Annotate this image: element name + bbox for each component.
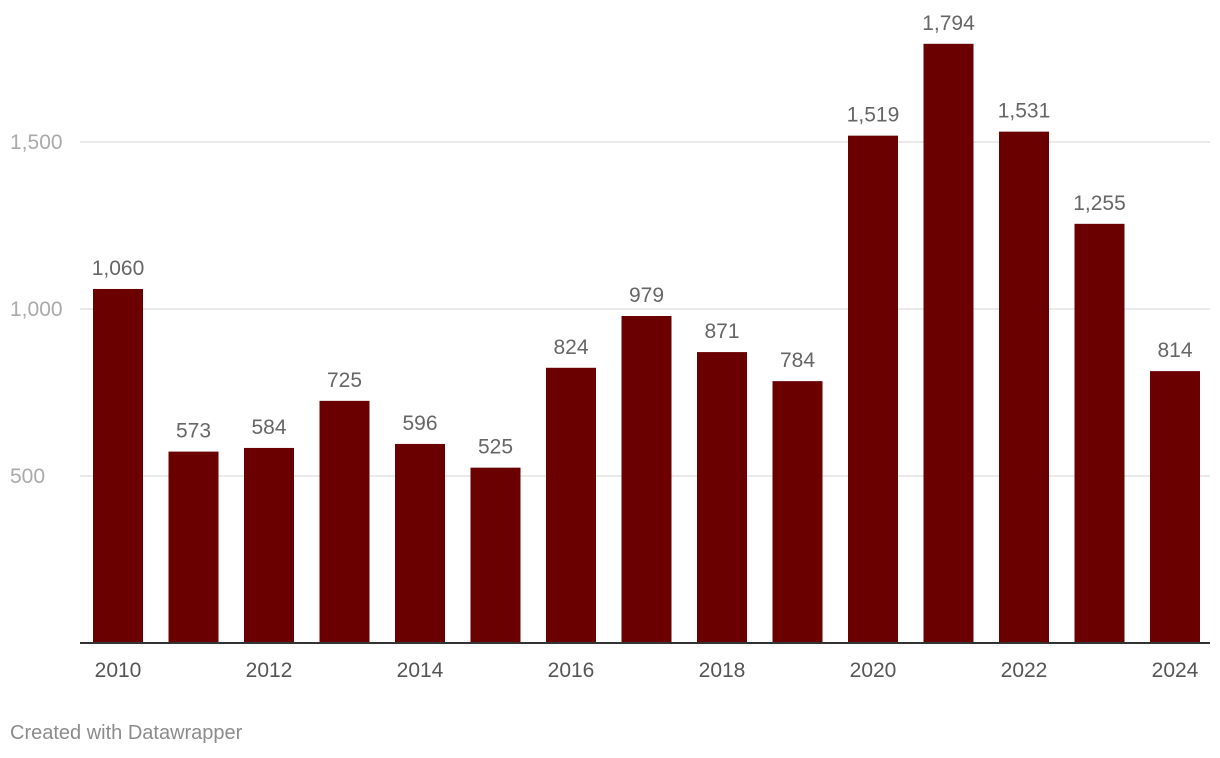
- bar: [923, 43, 974, 643]
- bar: [93, 288, 143, 643]
- bar-value-label: 814: [1157, 339, 1192, 362]
- bar-value-label: 1,060: [92, 257, 145, 280]
- x-tick-label: 2024: [1152, 659, 1199, 682]
- bar-value-label: 596: [402, 412, 437, 435]
- x-axis-ticks: 2010 2012 2014 2016 2018 2020 2022 2024: [95, 659, 1199, 682]
- bar: [546, 367, 596, 643]
- bar: [1074, 223, 1125, 643]
- bar-value-label: 871: [704, 320, 739, 343]
- x-tick-label: 2022: [1001, 659, 1048, 682]
- bar-chart: 1,060 573 584 725 596 525 824 979 871 784 1,519 1,7…: [10, 12, 1210, 682]
- x-tick-label: 2020: [850, 659, 897, 682]
- bar-value-label: 1,531: [998, 100, 1051, 123]
- y-tick-label: 1,500: [10, 131, 63, 154]
- x-tick-label: 2010: [95, 659, 142, 682]
- bars: [93, 43, 1200, 644]
- bar-value-label: 584: [251, 416, 286, 439]
- bar: [772, 381, 823, 643]
- bar: [621, 316, 672, 643]
- bar-value-label: 784: [780, 349, 815, 372]
- y-tick-label: 1,000: [10, 298, 63, 321]
- bar-value-label: 979: [629, 284, 664, 307]
- bar: [168, 451, 219, 643]
- bar-value-label: 525: [478, 436, 513, 459]
- y-tick-label: 500: [10, 465, 45, 488]
- credit-text: Created with Datawrapper: [10, 722, 243, 744]
- x-tick-label: 2014: [397, 659, 444, 682]
- y-axis-ticks: 500 1,000 1,500: [10, 131, 63, 488]
- data-labels: 1,060 573 584 725 596 525 824 979 871 784 1,519 1,7…: [92, 12, 1193, 459]
- bar: [697, 352, 747, 643]
- x-tick-label: 2012: [246, 659, 293, 682]
- bar-value-label: 573: [176, 420, 211, 443]
- x-tick-label: 2018: [699, 659, 746, 682]
- bar: [848, 135, 898, 644]
- bar-value-label: 725: [327, 369, 362, 392]
- bar: [244, 447, 294, 643]
- bar-value-label: 1,519: [847, 104, 900, 127]
- bar-value-label: 824: [553, 336, 588, 359]
- bar-value-label: 1,255: [1073, 192, 1126, 215]
- x-tick-label: 2016: [548, 659, 595, 682]
- bar-value-label: 1,794: [922, 12, 975, 35]
- bar: [319, 400, 370, 643]
- bar: [470, 467, 521, 643]
- bar: [395, 443, 445, 643]
- bar: [1150, 371, 1200, 643]
- bar: [999, 131, 1049, 643]
